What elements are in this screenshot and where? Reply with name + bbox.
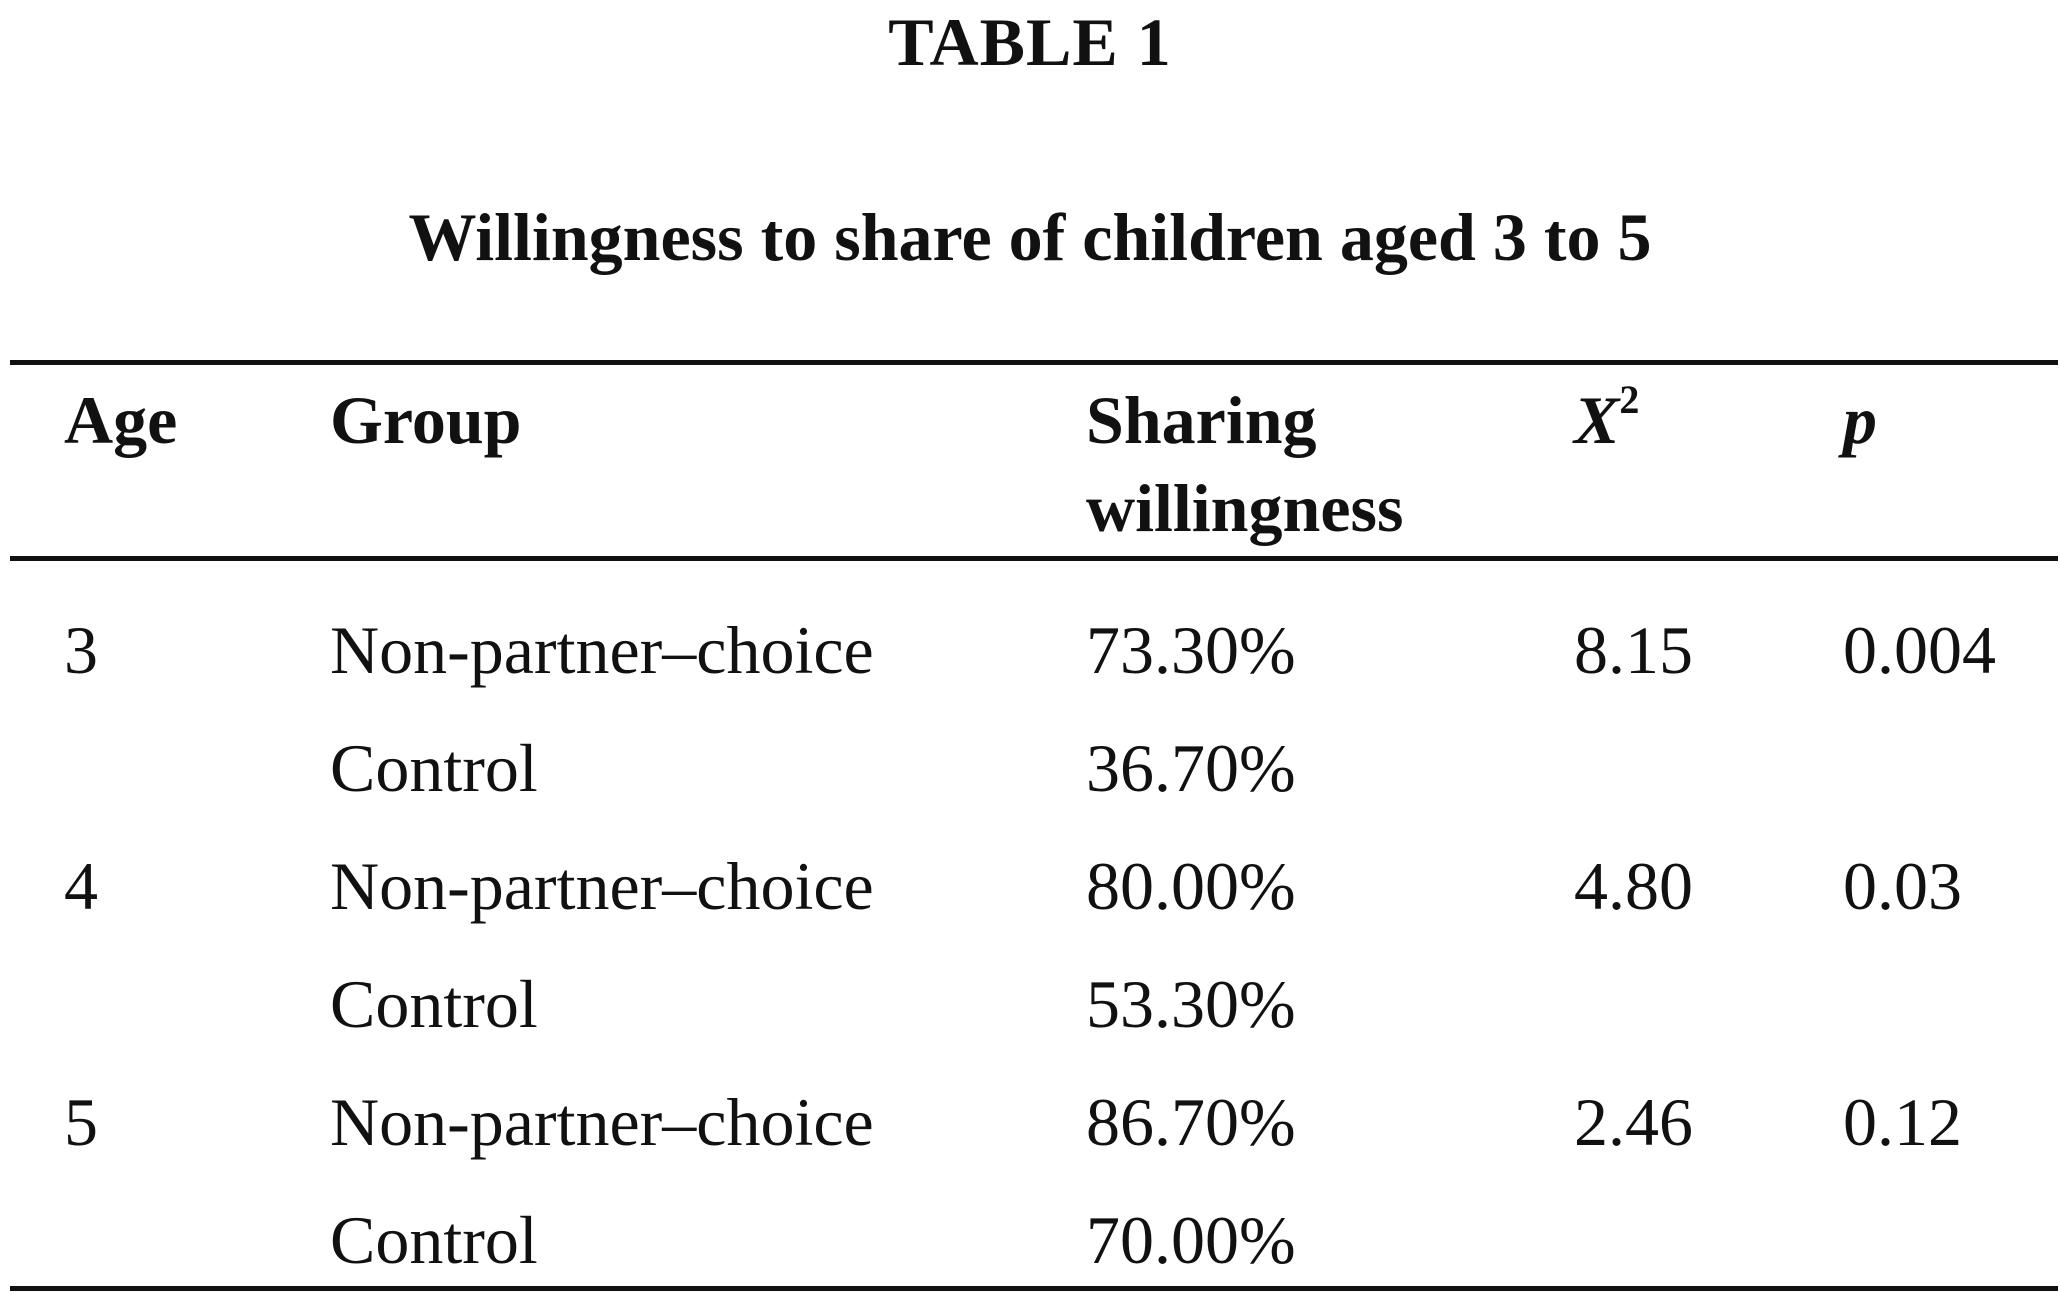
cell-age: 4	[64, 848, 98, 924]
table-header-rule	[10, 556, 2058, 561]
cell-p-value: 0.03	[1843, 848, 1962, 924]
cell-chi-square: 2.46	[1574, 1084, 1693, 1160]
cell-sharing-willingness: 86.70%	[1086, 1084, 1296, 1160]
cell-sharing-willingness: 73.30%	[1086, 612, 1296, 688]
cell-group: Non-partner–choice	[330, 612, 874, 688]
cell-group: Non-partner–choice	[330, 848, 874, 924]
cell-sharing-willingness: 36.70%	[1086, 730, 1296, 806]
header-chi-superscript: 2	[1619, 377, 1640, 423]
cell-group: Non-partner–choice	[330, 1084, 874, 1160]
header-sharing-line1: Sharing	[1086, 382, 1317, 458]
table-bottom-rule	[10, 1286, 2058, 1291]
table-label: TABLE 1	[888, 4, 1172, 80]
cell-sharing-willingness: 70.00%	[1086, 1202, 1296, 1278]
header-sharing-line2: willingness	[1086, 470, 1404, 546]
cell-chi-square: 4.80	[1574, 848, 1693, 924]
cell-p-value: 0.004	[1843, 612, 1996, 688]
table-caption: Willingness to share of children aged 3 …	[408, 199, 1652, 275]
cell-sharing-willingness: 53.30%	[1086, 966, 1296, 1042]
cell-group: Control	[330, 1202, 538, 1278]
cell-sharing-willingness: 80.00%	[1086, 848, 1296, 924]
table-top-rule	[10, 360, 2058, 365]
cell-group: Control	[330, 966, 538, 1042]
cell-age: 5	[64, 1084, 98, 1160]
header-group: Group	[330, 382, 522, 458]
header-p: p	[1843, 382, 1877, 458]
header-chi-symbol: X	[1574, 382, 1620, 458]
cell-chi-square: 8.15	[1574, 612, 1693, 688]
cell-group: Control	[330, 730, 538, 806]
cell-p-value: 0.12	[1843, 1084, 1962, 1160]
cell-age: 3	[64, 612, 98, 688]
header-age: Age	[64, 382, 178, 458]
header-chi-square: X2	[1574, 378, 1639, 462]
